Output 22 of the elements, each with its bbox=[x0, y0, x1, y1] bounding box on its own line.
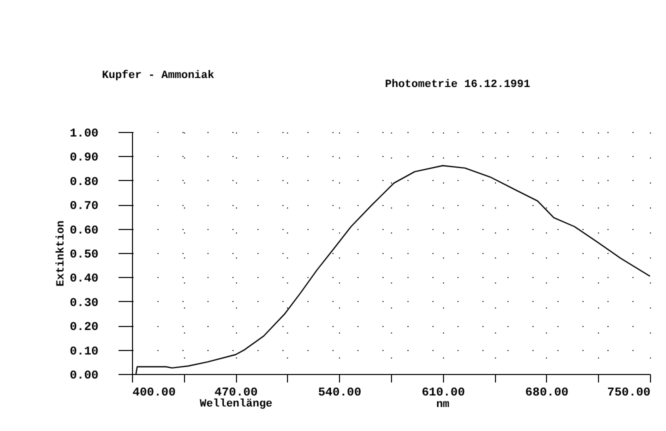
y-tick-label: 0.70 bbox=[70, 199, 98, 214]
x-tick-label: 470.00 bbox=[214, 386, 258, 400]
y-tick-label: 0.10 bbox=[70, 344, 98, 358]
chart-subtitle: Photometrie 16.12.1991 bbox=[385, 79, 531, 91]
y-tick-label: 0.60 bbox=[70, 223, 98, 238]
text: nm bbox=[436, 399, 450, 411]
y-tick-label: 0.80 bbox=[70, 174, 98, 189]
y-tick-label: 0.20 bbox=[70, 320, 98, 334]
y-tick-label: 0.50 bbox=[70, 248, 98, 262]
y-tick-label: 1.00 bbox=[70, 126, 98, 140]
y-tick-label: 0.90 bbox=[70, 150, 98, 165]
y-tick-label: 0.30 bbox=[70, 296, 98, 310]
x-tick-label: 400.00 bbox=[132, 386, 176, 400]
y-tick-label: 0.40 bbox=[70, 272, 98, 286]
x-tick-label: 540.00 bbox=[318, 386, 362, 400]
x-tick-label: 680.00 bbox=[525, 386, 569, 400]
x-tick-label: 610.00 bbox=[422, 386, 465, 400]
x-tick-label: 750.00 bbox=[607, 386, 650, 400]
chart-title: Kupfer - Ammoniak bbox=[102, 69, 215, 82]
y-tick-label: 0.00 bbox=[70, 368, 98, 382]
y-axis-title: Extinktion bbox=[56, 220, 68, 287]
x-axis-title: Wellenlänge bbox=[200, 398, 273, 410]
